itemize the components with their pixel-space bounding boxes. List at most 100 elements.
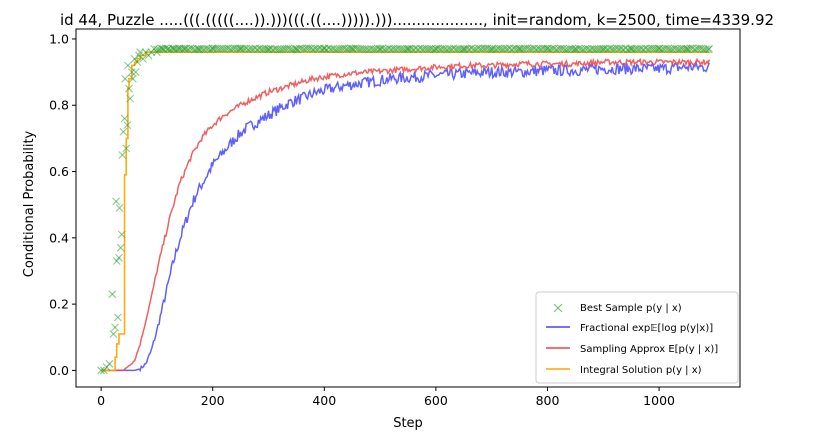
marker-stroke — [565, 44, 574, 53]
legend-marker-x — [553, 303, 563, 313]
data-point-marker — [690, 45, 699, 54]
x-tick-label: 200 — [201, 393, 225, 408]
marker-stroke — [131, 68, 140, 76]
data-point-marker — [97, 366, 105, 375]
marker-stroke — [378, 44, 387, 53]
marker-stroke — [120, 114, 129, 123]
x-tick-label: 600 — [424, 393, 448, 408]
marker-stroke — [324, 44, 333, 53]
marker-stroke — [123, 121, 132, 130]
marker-stroke — [186, 44, 195, 53]
legend-item-sampling: Sampling Approx E[p(y | x)] — [546, 344, 718, 355]
marker-stroke — [574, 44, 583, 53]
data-point-marker — [116, 243, 125, 252]
y-tick-label: 0.8 — [49, 98, 69, 113]
x-tick-label: 400 — [312, 393, 336, 408]
marker-stroke — [652, 44, 661, 53]
marker-stroke — [559, 44, 568, 53]
legend-item-fractional: Fractional exp𝔼[log p(y|x)] — [546, 323, 713, 334]
marker-stroke — [116, 243, 125, 252]
marker-stroke — [626, 44, 634, 53]
y-tick-label: 0.0 — [49, 363, 69, 378]
marker-stroke — [615, 44, 623, 53]
marker-stroke — [351, 44, 360, 53]
legend-label: Integral Solution p(y | x) — [580, 365, 702, 376]
data-point-marker — [126, 94, 135, 103]
marker-stroke — [129, 74, 137, 83]
series-line — [101, 57, 711, 372]
marker-stroke — [113, 313, 122, 322]
marker-stroke — [139, 54, 147, 63]
data-point-marker — [133, 58, 142, 67]
marker-stroke — [117, 230, 126, 239]
marker-stroke — [635, 44, 643, 53]
data-point-marker — [293, 45, 302, 54]
y-tick-label: 0.6 — [49, 164, 69, 179]
marker-stroke — [126, 94, 135, 103]
data-point-marker — [112, 257, 121, 265]
data-point-marker — [704, 45, 713, 54]
data-point-marker — [284, 44, 293, 53]
marker-stroke — [122, 144, 131, 153]
marker-stroke — [111, 323, 119, 332]
marker-stroke — [133, 58, 142, 67]
data-point-marker — [161, 44, 170, 53]
axes: 0 200 400 600 800 1000 0.0 0.2 0.4 0.6 0.8 1.0 — [49, 28, 741, 408]
data-point-marker — [115, 204, 124, 212]
marker-stroke — [568, 44, 576, 53]
y-axis-label: Conditional Probability — [22, 130, 37, 277]
marker-stroke — [695, 44, 704, 53]
data-point-marker — [206, 45, 215, 54]
data-point-marker — [111, 323, 119, 332]
data-point-marker — [695, 44, 704, 53]
marker-stroke — [552, 45, 561, 54]
marker-stroke — [115, 253, 123, 262]
legend-frame — [535, 291, 739, 384]
data-point-marker — [113, 313, 122, 322]
marker-stroke — [112, 257, 121, 265]
marker-stroke — [702, 45, 710, 54]
marker-stroke — [240, 44, 248, 53]
marker-stroke — [118, 151, 127, 159]
x-tick-label: 0 — [97, 393, 105, 408]
marker-stroke — [697, 44, 706, 53]
data-point-marker — [108, 290, 117, 299]
marker-stroke — [284, 44, 293, 53]
legend-item-integral: Integral Solution p(y | x) — [546, 365, 702, 376]
marker-stroke — [438, 44, 447, 53]
marker-stroke — [467, 44, 476, 53]
marker-stroke — [260, 44, 268, 53]
x-tick-label: 1000 — [643, 393, 675, 408]
data-point-marker — [121, 74, 129, 83]
legend-item-best-sample: Best Sample p(y | x) — [553, 303, 682, 314]
data-point-marker — [124, 61, 132, 70]
marker-stroke — [161, 44, 170, 53]
marker-stroke — [109, 330, 118, 338]
data-point-marker — [702, 45, 710, 54]
data-point-marker — [552, 45, 561, 54]
marker-stroke — [112, 197, 121, 206]
marker-stroke — [293, 45, 302, 54]
marker-stroke — [124, 61, 132, 70]
marker-stroke — [202, 44, 210, 53]
x-tick-label: 800 — [536, 393, 560, 408]
marker-stroke — [503, 44, 512, 53]
marker-stroke — [206, 45, 215, 54]
y-tick-label: 1.0 — [49, 31, 69, 46]
marker-stroke — [581, 44, 590, 53]
marker-stroke — [570, 45, 579, 54]
data-point-marker — [139, 54, 147, 63]
marker-stroke — [119, 127, 128, 136]
marker-stroke — [661, 44, 670, 53]
marker-stroke — [115, 204, 124, 212]
data-point-marker — [120, 114, 129, 123]
marker-stroke — [121, 74, 129, 83]
legend-label: Best Sample p(y | x) — [580, 303, 682, 314]
chart-title: id 44, Puzzle .....(((.(((((....)).)))((… — [60, 11, 774, 29]
series-group — [97, 44, 714, 375]
y-tick-label: 0.2 — [49, 297, 69, 312]
data-point-marker — [109, 330, 118, 338]
marker-stroke — [483, 44, 492, 53]
data-point-marker — [570, 45, 579, 54]
